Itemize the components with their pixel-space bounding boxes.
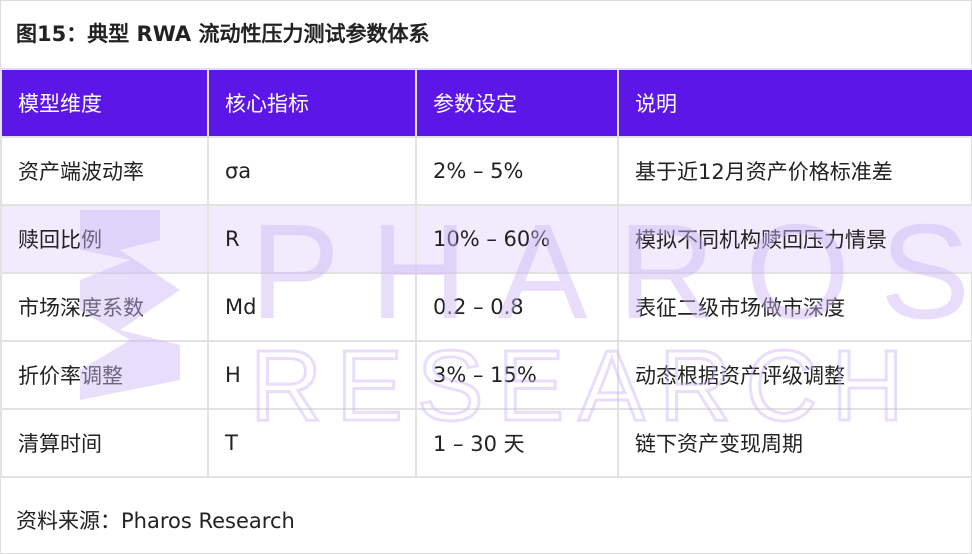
table-cell: 链下资产变现周期 [617,408,972,478]
table-cell: 表征二级市场做市深度 [617,272,972,342]
table-cell: 1 – 30 天 [415,408,619,478]
table-cell: H [207,340,417,410]
table-cell: 0.2 – 0.8 [415,272,619,342]
table-cell: T [207,408,417,478]
table-cell: Md [207,272,417,342]
table-row: 折价率调整 H 3% – 15% 动态根据资产评级调整 [0,340,972,410]
table-cell: 模拟不同机构赎回压力情景 [617,204,972,274]
table-cell: 10% – 60% [415,204,619,274]
table-cell: 市场深度系数 [0,272,209,342]
table-row: 资产端波动率 σa 2% – 5% 基于近12月资产价格标准差 [0,136,972,206]
table-cell: 2% – 5% [415,136,619,206]
parameter-table: 模型维度 核心指标 参数设定 说明 资产端波动率 σa 2% – 5% 基于近1… [0,68,972,478]
table-cell: σa [207,136,417,206]
table-cell: 清算时间 [0,408,209,478]
figure-title: 图15：典型 RWA 流动性压力测试参数体系 [16,22,430,46]
header-cell: 参数设定 [415,68,619,138]
table-row: 清算时间 T 1 – 30 天 链下资产变现周期 [0,408,972,478]
header-cell: 说明 [617,68,972,138]
header-cell: 核心指标 [207,68,417,138]
table-cell: 赎回比例 [0,204,209,274]
table-cell: 3% – 15% [415,340,619,410]
header-row: 模型维度 核心指标 参数设定 说明 [0,68,972,138]
table-cell: 动态根据资产评级调整 [617,340,972,410]
table-cell: 资产端波动率 [0,136,209,206]
table-row: 市场深度系数 Md 0.2 – 0.8 表征二级市场做市深度 [0,272,972,342]
table-cell: R [207,204,417,274]
source-note: 资料来源：Pharos Research [16,509,295,533]
table-row: 赎回比例 R 10% – 60% 模拟不同机构赎回压力情景 [0,204,972,274]
header-cell: 模型维度 [0,68,209,138]
table-cell: 折价率调整 [0,340,209,410]
table-cell: 基于近12月资产价格标准差 [617,136,972,206]
